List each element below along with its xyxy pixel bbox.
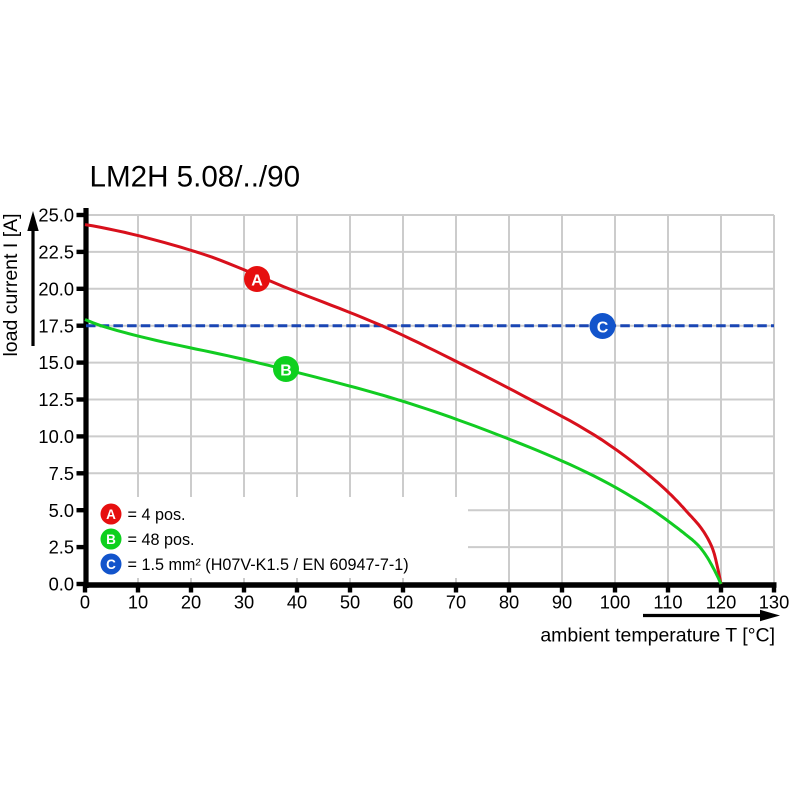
svg-text:10: 10 [128, 592, 148, 613]
svg-text:ambient temperature T [°C]: ambient temperature T [°C] [540, 625, 775, 647]
svg-text:40: 40 [287, 592, 307, 613]
svg-text:A: A [106, 507, 116, 522]
svg-text:B: B [280, 363, 292, 380]
svg-text:A: A [251, 273, 263, 290]
svg-text:17.5: 17.5 [38, 315, 74, 336]
svg-text:50: 50 [340, 592, 360, 613]
svg-text:load current I [A]: load current I [A] [0, 213, 22, 356]
svg-text:C: C [106, 557, 116, 572]
svg-text:130: 130 [759, 592, 790, 613]
svg-text:10.0: 10.0 [38, 426, 74, 447]
svg-text:30: 30 [234, 592, 254, 613]
svg-text:60: 60 [393, 592, 413, 613]
svg-text:22.5: 22.5 [38, 242, 74, 263]
svg-text:= 48 pos.: = 48 pos. [128, 531, 195, 549]
svg-text:100: 100 [600, 592, 631, 613]
svg-text:LM2H 5.08/../90: LM2H 5.08/../90 [90, 161, 301, 194]
svg-text:90: 90 [552, 592, 572, 613]
svg-text:7.5: 7.5 [49, 463, 74, 484]
svg-text:20.0: 20.0 [38, 278, 74, 299]
svg-text:15.0: 15.0 [38, 352, 74, 373]
svg-text:0.0: 0.0 [49, 574, 74, 595]
svg-text:110: 110 [653, 592, 682, 613]
svg-text:2.5: 2.5 [49, 537, 74, 558]
svg-text:= 1.5 mm² (H07V-K1.5 / EN 6094: = 1.5 mm² (H07V-K1.5 / EN 60947-7-1) [128, 556, 409, 574]
svg-text:C: C [597, 320, 609, 337]
svg-text:5.0: 5.0 [49, 500, 74, 521]
svg-text:0: 0 [80, 592, 90, 613]
svg-text:25.0: 25.0 [38, 205, 74, 226]
svg-text:70: 70 [446, 592, 466, 613]
svg-text:= 4 pos.: = 4 pos. [128, 506, 186, 524]
svg-text:B: B [106, 532, 116, 547]
svg-text:80: 80 [499, 592, 519, 613]
svg-text:120: 120 [706, 592, 737, 613]
svg-text:12.5: 12.5 [38, 389, 74, 410]
svg-text:20: 20 [181, 592, 201, 613]
